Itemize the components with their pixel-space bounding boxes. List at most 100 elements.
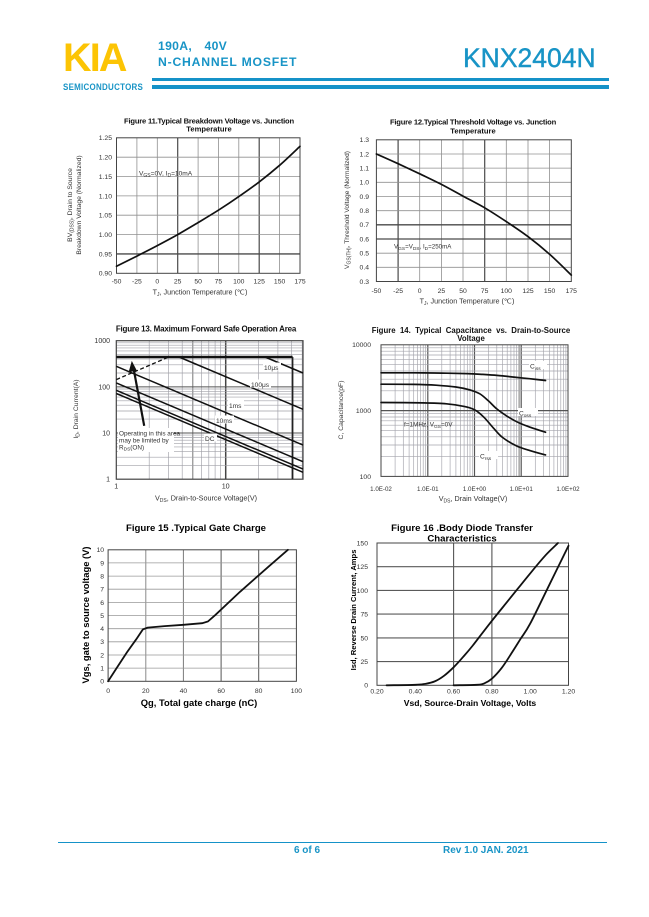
svg-text:may be limited by: may be limited by: [119, 437, 170, 444]
svg-text:1000: 1000: [94, 338, 110, 345]
svg-text:-25: -25: [393, 288, 403, 295]
svg-text:1.15: 1.15: [99, 174, 112, 181]
svg-text:Isd, Reverse Drain Current,: Isd, Reverse Drain Current, Amps: [349, 550, 358, 671]
svg-text:100: 100: [291, 688, 303, 695]
svg-text:175: 175: [294, 279, 306, 286]
svg-text:0.4: 0.4: [360, 265, 370, 272]
svg-text:-50: -50: [112, 279, 122, 286]
svg-text:0.80: 0.80: [485, 689, 498, 696]
svg-text:Voltage: Voltage: [457, 334, 485, 343]
svg-text:0: 0: [364, 683, 368, 690]
svg-text:Vsd, Source-Drain Voltage, Vo: Vsd, Source-Drain Voltage, Volts: [404, 698, 537, 708]
svg-text:1ms: 1ms: [229, 403, 242, 410]
svg-text:ID, Drain Current(A): ID, Drain Current(A): [73, 379, 82, 438]
svg-text:0.7: 0.7: [360, 222, 370, 229]
svg-text:100: 100: [233, 279, 245, 286]
svg-text:1: 1: [106, 477, 110, 484]
svg-text:50: 50: [194, 279, 202, 286]
svg-text:BV(DSS), Drain to Source: BV(DSS), Drain to Source: [67, 168, 76, 242]
svg-text:0.90: 0.90: [99, 271, 112, 278]
svg-text:Characteristics: Characteristics: [427, 534, 496, 545]
svg-text:3: 3: [100, 639, 104, 646]
svg-text:TJ, Junction Temperature (℃): TJ, Junction Temperature (℃): [153, 288, 248, 299]
svg-text:100: 100: [357, 588, 369, 595]
svg-text:7: 7: [100, 587, 104, 594]
svg-text:0.60: 0.60: [447, 689, 460, 696]
svg-text:Temperature: Temperature: [450, 127, 495, 136]
svg-text:80: 80: [255, 688, 263, 695]
svg-text:Figure 15 .Typical Gate Charge: Figure 15 .Typical Gate Charge: [126, 523, 266, 534]
svg-text:Ciss: Ciss: [530, 364, 541, 372]
svg-text:1.0E-02: 1.0E-02: [370, 486, 392, 493]
svg-text:1.3: 1.3: [360, 137, 370, 144]
svg-text:0.8: 0.8: [360, 208, 370, 215]
svg-text:Vgs, gate to source voltage (V: Vgs, gate to source voltage (V): [80, 546, 91, 683]
svg-text:Figure 12.Typical Threshold Vo: Figure 12.Typical Threshold Voltage vs. …: [390, 118, 557, 127]
svg-text:1.0E+00: 1.0E+00: [463, 486, 487, 493]
svg-text:50: 50: [360, 635, 368, 642]
svg-text:1.05: 1.05: [99, 213, 112, 220]
svg-text:60: 60: [217, 688, 225, 695]
svg-text:50: 50: [459, 288, 467, 295]
svg-text:0.95: 0.95: [99, 251, 112, 258]
svg-text:100: 100: [501, 288, 513, 295]
svg-text:VGS=0V, ID=10mA: VGS=0V, ID=10mA: [139, 171, 193, 180]
svg-text:f=1MHz, VGS=0V: f=1MHz, VGS=0V: [404, 422, 453, 430]
svg-text:1: 1: [114, 482, 118, 491]
svg-text:1.1: 1.1: [360, 166, 370, 173]
svg-text:VDS, Drain-to-Source Voltage(V: VDS, Drain-to-Source Voltage(V): [155, 494, 257, 505]
svg-text:Coss: Coss: [519, 411, 532, 419]
svg-text:0: 0: [418, 288, 422, 295]
svg-text:0.9: 0.9: [360, 194, 370, 201]
svg-text:1000: 1000: [356, 408, 371, 415]
svg-text:1.25: 1.25: [99, 135, 112, 142]
svg-text:125: 125: [254, 279, 266, 286]
svg-text:20: 20: [142, 688, 150, 695]
svg-text:RDS(ON): RDS(ON): [119, 444, 144, 452]
svg-text:0.40: 0.40: [409, 689, 422, 696]
svg-text:0.6: 0.6: [360, 236, 370, 243]
svg-text:0.5: 0.5: [360, 251, 370, 258]
svg-text:25: 25: [438, 288, 446, 295]
svg-text:1.20: 1.20: [562, 689, 575, 696]
svg-text:VGS=VDS, ID=250mA: VGS=VDS, ID=250mA: [394, 244, 452, 252]
svg-text:Figure 14. Typical Capacitance: Figure 14. Typical Capacitance vs. Drain…: [372, 326, 571, 335]
svg-text:Qg, Total gate charge (nC): Qg, Total gate charge (nC): [141, 697, 258, 708]
svg-text:0.3: 0.3: [360, 279, 370, 286]
svg-text:1.2: 1.2: [360, 151, 370, 158]
svg-text:4: 4: [100, 626, 104, 633]
svg-text:2: 2: [100, 652, 104, 659]
svg-text:175: 175: [566, 288, 578, 295]
svg-text:-50: -50: [371, 288, 381, 295]
svg-text:25: 25: [174, 279, 182, 286]
svg-text:100: 100: [98, 384, 110, 391]
svg-text:Breakdown Voltage (Normalized): Breakdown Voltage (Normalized): [76, 155, 83, 254]
svg-text:1.00: 1.00: [99, 232, 112, 239]
svg-text:8: 8: [100, 574, 104, 581]
svg-text:9: 9: [100, 560, 104, 567]
svg-text:5: 5: [100, 613, 104, 620]
svg-text:150: 150: [357, 540, 369, 547]
svg-text:0: 0: [100, 679, 104, 686]
svg-text:75: 75: [481, 288, 489, 295]
svg-text:1.0E-01: 1.0E-01: [417, 486, 439, 493]
svg-text:Figure 11.Typical Breakdown Vo: Figure 11.Typical Breakdown Voltage vs. …: [124, 117, 294, 126]
svg-text:1.10: 1.10: [99, 193, 112, 200]
svg-text:25: 25: [360, 659, 368, 666]
svg-text:150: 150: [274, 279, 286, 286]
svg-text:125: 125: [522, 288, 534, 295]
svg-text:125: 125: [357, 564, 369, 571]
svg-text:75: 75: [360, 612, 368, 619]
svg-text:1.0E+02: 1.0E+02: [556, 486, 580, 493]
svg-text:Operating in this area: Operating in this area: [119, 430, 181, 437]
svg-text:10000: 10000: [352, 342, 371, 349]
svg-text:100μs: 100μs: [251, 382, 270, 389]
svg-text:150: 150: [544, 288, 556, 295]
svg-text:1.20: 1.20: [99, 155, 112, 162]
svg-text:10: 10: [96, 547, 104, 554]
svg-text:0: 0: [106, 688, 110, 695]
svg-text:DC: DC: [205, 436, 215, 443]
svg-text:1: 1: [100, 666, 104, 673]
svg-text:1.0E+01: 1.0E+01: [510, 486, 534, 493]
svg-text:1.00: 1.00: [524, 689, 537, 696]
